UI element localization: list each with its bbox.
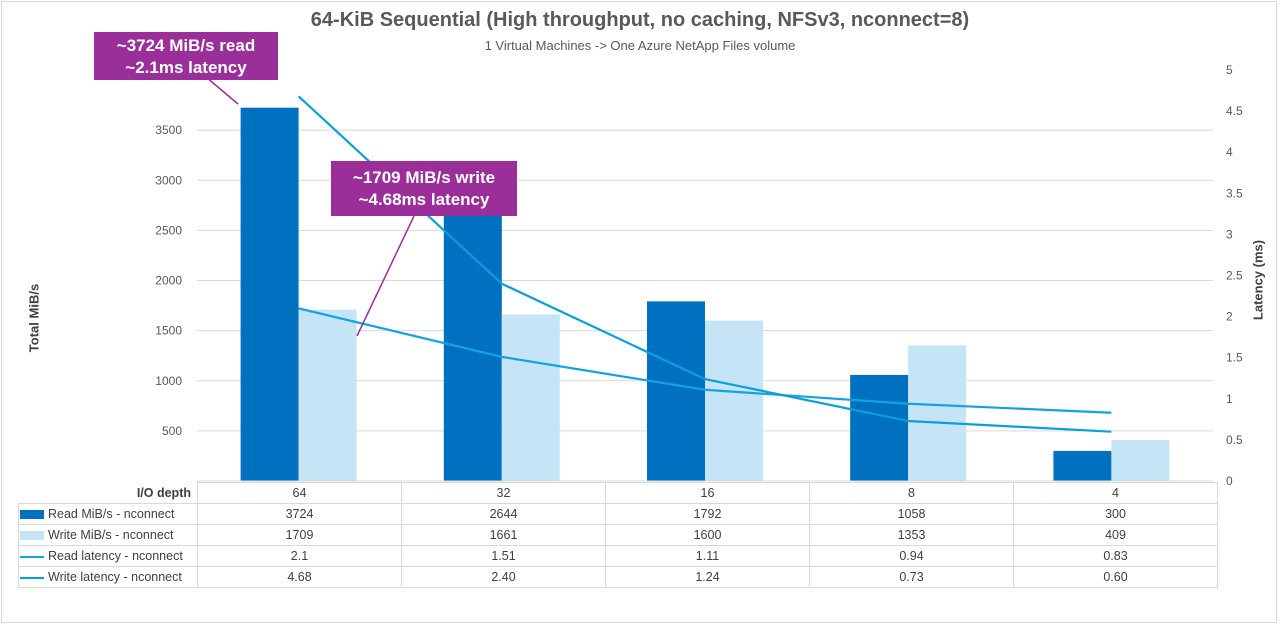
category-label: 4	[1013, 482, 1218, 504]
table-row-write-latency: Write latency - nconnect 4.68 2.40 1.24 …	[18, 566, 1218, 588]
data-label: 1709	[197, 524, 402, 546]
y-tick-label: 500	[162, 424, 182, 438]
legend-label: Write MiB/s - nconnect	[48, 528, 174, 542]
y2-tick-label: 5	[1226, 63, 1233, 77]
data-label: 1058	[809, 503, 1014, 525]
bar	[705, 320, 763, 481]
category-label: 8	[809, 482, 1014, 504]
data-table: I/O depth 64 32 16 8 4 Read MiB/s - ncon…	[18, 482, 1218, 588]
y2-tick-label: 2.5	[1226, 269, 1243, 283]
table-header-row: I/O depth 64 32 16 8 4	[18, 482, 1218, 504]
chart-title: 64-KiB Sequential (High throughput, no c…	[310, 9, 970, 31]
bar	[443, 215, 502, 481]
category-label: 16	[605, 482, 810, 504]
data-label: 1.51	[401, 545, 606, 567]
chart-subtitle: 1 Virtual Machines -> One Azure NetApp F…	[484, 38, 796, 53]
data-label: 0.60	[1013, 566, 1218, 588]
y-tick-label: 1000	[155, 374, 182, 388]
bar	[647, 301, 705, 481]
bar	[240, 107, 299, 481]
series-line	[297, 95, 1112, 433]
y-tick-label: 1500	[155, 324, 182, 338]
data-label: 0.83	[1013, 545, 1218, 567]
y2-tick-label: 0	[1226, 474, 1233, 488]
y2-tick-label: 1.5	[1226, 351, 1243, 365]
legend-label: Read MiB/s - nconnect	[48, 507, 175, 521]
callout-leader-line	[205, 76, 239, 105]
data-label: 0.94	[809, 545, 1014, 567]
data-label: 0.73	[809, 566, 1014, 588]
table-row-read-latency: Read latency - nconnect 2.1 1.51 1.11 0.…	[18, 545, 1218, 567]
table-row-read-mibs: Read MiB/s - nconnect 3724 2644 1792 105…	[18, 503, 1218, 525]
data-label: 1661	[401, 524, 606, 546]
y-tick-label: 2000	[155, 274, 182, 288]
y2-tick-label: 2	[1226, 310, 1233, 324]
callout-write-annotation: ~1709 MiB/s write ~4.68ms latency	[331, 161, 517, 216]
y2-tick-label: 4	[1226, 145, 1233, 159]
y-tick-label: 2500	[155, 223, 182, 237]
y2-tick-label: 3	[1226, 227, 1233, 241]
callout-leader-line	[356, 215, 415, 337]
category-label: 64	[197, 482, 402, 504]
legend-entry-write-latency: Write latency - nconnect	[18, 566, 198, 588]
x-axis-label: I/O depth	[18, 482, 198, 504]
legend-label: Read latency - nconnect	[48, 549, 183, 563]
callout-write-line1: ~1709 MiB/s write	[352, 168, 496, 187]
legend-swatch-bar	[20, 531, 44, 541]
category-label: 32	[401, 482, 606, 504]
legend-label: Write latency - nconnect	[48, 570, 182, 584]
legend-swatch-line	[20, 576, 44, 579]
bar	[1053, 450, 1112, 481]
legend-entry-write-mibs: Write MiB/s - nconnect	[18, 524, 198, 546]
legend-entry-read-latency: Read latency - nconnect	[18, 545, 198, 567]
data-label: 3724	[197, 503, 402, 525]
y-tick-label: 3500	[155, 123, 182, 137]
data-label: 2.40	[401, 566, 606, 588]
data-label: 1353	[809, 524, 1014, 546]
data-label: 2644	[401, 503, 606, 525]
data-label: 409	[1013, 524, 1218, 546]
y2-tick-label: 4.5	[1226, 104, 1243, 118]
y-tick-label: 3000	[155, 173, 182, 187]
legend-swatch-line	[20, 555, 44, 558]
data-label: 1600	[605, 524, 810, 546]
legend-entry-read-mibs: Read MiB/s - nconnect	[18, 503, 198, 525]
legend-swatch-bar	[20, 510, 44, 520]
bar	[501, 314, 560, 481]
data-label: 4.68	[197, 566, 402, 588]
callout-write-line2: ~4.68ms latency	[358, 190, 490, 209]
y2-tick-label: 0.5	[1226, 433, 1243, 447]
data-label: 1792	[605, 503, 810, 525]
series-line	[298, 307, 1112, 414]
y2-tick-label: 1	[1226, 392, 1233, 406]
data-label: 1.11	[605, 545, 810, 567]
callout-read-line2: ~2.1ms latency	[125, 58, 247, 77]
y2-tick-label: 3.5	[1226, 186, 1243, 200]
data-label: 300	[1013, 503, 1218, 525]
callout-read-annotation: ~3724 MiB/s read ~2.1ms latency	[94, 32, 278, 80]
data-label: 1.24	[605, 566, 810, 588]
bar	[298, 309, 357, 481]
bar	[908, 345, 967, 481]
bar	[850, 374, 909, 481]
callout-read-line1: ~3724 MiB/s read	[116, 36, 256, 55]
table-row-write-mibs: Write MiB/s - nconnect 1709 1661 1600 13…	[18, 524, 1218, 546]
data-label: 2.1	[197, 545, 402, 567]
bar	[1111, 439, 1170, 481]
